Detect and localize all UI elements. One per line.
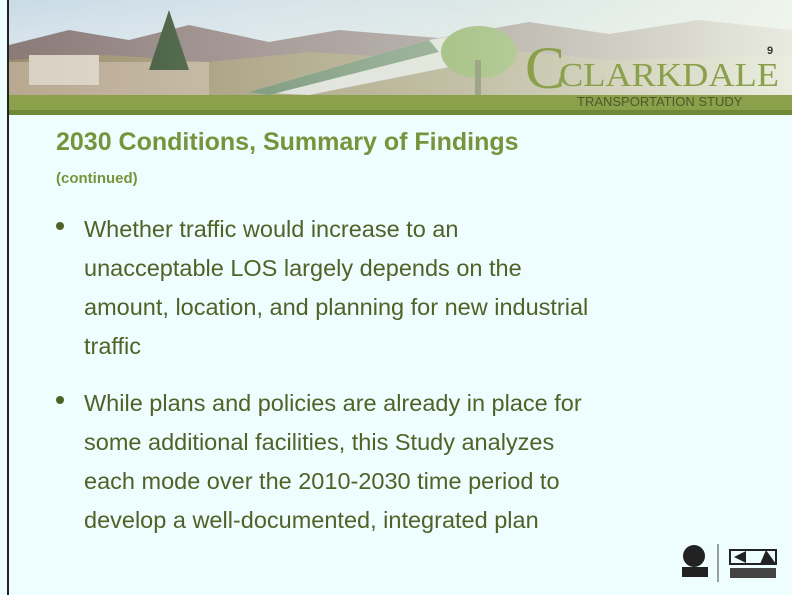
bullet-line: some additional facilities, this Study a… (84, 423, 776, 462)
bullet-line: develop a well-documented, integrated pl… (84, 501, 776, 540)
bullet-dot (56, 222, 64, 230)
bullet-line: unacceptable LOS largely depends on the (84, 249, 776, 288)
bullet-line: each mode over the 2010-2030 time period… (84, 462, 776, 501)
slide-title: 2030 Conditions, Summary of Findings (56, 128, 519, 157)
header-banner: C CLARKDALE TRANSPORTATION STUDY 9 (9, 0, 792, 115)
bullet: While plans and policies are already in … (56, 384, 776, 540)
sponsor-logos (676, 540, 786, 585)
bullet-dot (56, 396, 64, 404)
logo-subtitle: TRANSPORTATION STUDY (577, 94, 743, 109)
bullet-line: Whether traffic would increase to an (84, 210, 776, 249)
bullet-line: amount, location, and planning for new i… (84, 288, 776, 327)
slide: C CLARKDALE TRANSPORTATION STUDY 9 2030 … (0, 0, 792, 595)
slide-subtitle: (continued) (56, 170, 138, 187)
logo-title: CLARKDALE (559, 57, 779, 94)
bullet-line: traffic (84, 327, 776, 366)
bullet-line: While plans and policies are already in … (84, 384, 776, 423)
page-number: 9 (767, 45, 773, 57)
